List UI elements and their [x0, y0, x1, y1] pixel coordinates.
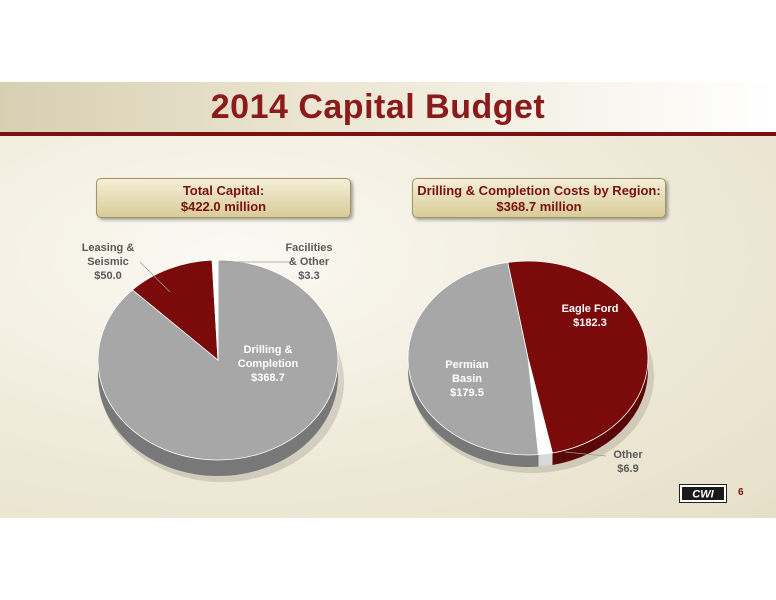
slice-label-line: Facilities — [285, 242, 332, 254]
pie-slice-leasing-seismic — [131, 259, 219, 361]
slice-label-line: Other — [613, 449, 643, 461]
slice-label-line: $3.3 — [298, 270, 319, 282]
pie-chart-1: Drilling & Completion $368.7 Leasing & Seism… — [82, 242, 344, 482]
total-capital-box: Total Capital: $422.0 million — [96, 178, 351, 218]
title-rule — [0, 132, 776, 136]
pie-side-other — [538, 452, 553, 467]
slice-label-eagle-ford: Eagle Ford $182.3 — [562, 303, 619, 329]
slice-label-line: Drilling & — [244, 344, 293, 356]
leader-line-other — [564, 451, 607, 457]
slice-label-line: $50.0 — [94, 270, 122, 282]
region-costs-label: Drilling & Completion Costs by Region: — [417, 183, 661, 198]
slice-label-line: $368.7 — [251, 372, 285, 384]
total-capital-label: Total Capital: — [182, 183, 265, 198]
region-costs-box: Drilling & Completion Costs by Region: $… — [412, 178, 666, 218]
slice-label-line: Leasing & — [82, 242, 135, 254]
pie-chart-2: Eagle Ford $182.3 Other $6.9 Permian Basin $17… — [407, 260, 654, 475]
slice-label-facilities-other: Facilities & Other $3.3 — [285, 242, 332, 282]
slice-label-line: Completion — [238, 358, 299, 370]
slice-label-line: Seismic — [87, 256, 129, 268]
pie-side-permian-basin — [408, 358, 539, 467]
page-title: 2014 Capital Budget — [210, 88, 546, 126]
slice-label-line: $6.9 — [617, 463, 638, 475]
slice-label-line: Permian — [445, 359, 489, 371]
slice-label-drilling-completion: Drilling & Completion $368.7 — [238, 344, 299, 384]
pie-slice-facilities-other — [211, 259, 219, 361]
slice-label-other: Other $6.9 — [613, 449, 643, 475]
region-costs-value: $368.7 million — [496, 199, 582, 214]
logo-text: CWI — [692, 489, 714, 501]
cwi-logo: CWI — [679, 484, 727, 503]
slice-label-line: Basin — [452, 373, 482, 385]
pie-slice-permian-basin — [407, 261, 539, 456]
slice-label-permian-basin: Permian Basin $179.5 — [445, 359, 489, 399]
slice-label-line: $182.3 — [573, 317, 607, 329]
title-band — [0, 82, 776, 134]
pie-side-eagle-ford — [552, 358, 648, 465]
total-capital-value: $422.0 million — [180, 199, 267, 214]
slice-label-line: & Other — [289, 256, 330, 268]
slice-label-line: Eagle Ford — [562, 303, 619, 315]
page-number: 6 — [738, 487, 744, 498]
leader-line-leasing-seismic — [139, 261, 171, 293]
slice-label-leasing-seismic: Leasing & Seismic $50.0 — [82, 242, 135, 282]
pie-slice-eagle-ford — [507, 260, 649, 454]
slice-label-line: $179.5 — [450, 387, 484, 399]
